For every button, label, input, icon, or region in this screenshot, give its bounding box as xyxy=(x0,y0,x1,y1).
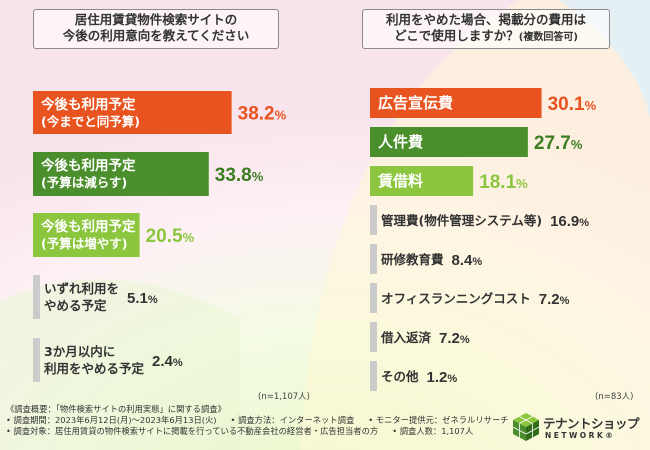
right-category-label-8: その他 xyxy=(381,369,419,384)
left-title-line2: 今後の利用意向を教えてください xyxy=(62,28,250,43)
right-value-label-7: 7.2% xyxy=(439,330,470,347)
right-title-line1: 利用をやめた場合、掲載分の費用は xyxy=(385,12,586,27)
right-value-label-5: 8.4% xyxy=(452,252,483,269)
right-value-label-2: 27.7% xyxy=(534,133,583,154)
left-bar-2 xyxy=(33,152,209,196)
right-value-label-4: 16.9% xyxy=(550,213,589,230)
footer-method: • 調査方法：インターネット調査 xyxy=(230,415,355,425)
left-category-label-3-line1: 今後も利用予定 xyxy=(41,218,136,235)
right-bar-7 xyxy=(370,322,377,352)
right-title-note: (複数回答可) xyxy=(518,32,578,43)
right-chart-title: 利用をやめた場合、掲載分の費用は どこで使用しますか？(複数回答可) xyxy=(362,9,610,49)
left-sample-size: (n=1,107人) xyxy=(258,392,310,402)
footer-line1: 《調査概要：「物件検索サイトの利用実態」に関する調査》 xyxy=(6,404,226,414)
right-bar-8 xyxy=(370,361,377,391)
right-category-label-3: 賃借料 xyxy=(377,172,423,190)
right-category-label-7: 借入返済 xyxy=(380,330,432,345)
right-value-label-6: 7.2% xyxy=(539,291,570,308)
footer-monitor: • モニター提供元：ゼネラルリサーチ xyxy=(368,415,509,425)
left-category-label-5-line1: 3か月以内に xyxy=(44,344,115,359)
left-value-label-5: 2.4% xyxy=(152,353,183,370)
left-category-label-4-line1: いずれ利用を xyxy=(44,281,119,296)
left-value-label-4: 5.1% xyxy=(127,290,158,307)
right-bar-1 xyxy=(370,88,542,118)
left-category-label-1-line2: (今までと同予算) xyxy=(41,114,140,129)
left-title-line1: 居住用賃貸物件検索サイトの xyxy=(74,12,238,27)
right-bar-6 xyxy=(370,283,377,313)
right-category-label-5: 研修教育費 xyxy=(381,252,444,267)
left-category-label-1-line1: 今後も利用予定 xyxy=(41,96,136,113)
footer-target: • 調査対象：居住用賃貸の物件検索サイトに掲載を行っている不動産会社の経営者・広… xyxy=(6,426,379,436)
right-bar-4 xyxy=(370,205,377,235)
left-value-label-3: 20.5% xyxy=(146,226,195,247)
footer-count: • 調査人数：1,107人 xyxy=(392,426,474,436)
left-category-label-5-line2: 利用をやめる予定 xyxy=(44,361,145,376)
logo-subtext: NETWORK® xyxy=(545,431,616,440)
left-bar-5 xyxy=(33,338,40,382)
left-category-label-2-line1: 今後も利用予定 xyxy=(41,157,136,174)
left-value-label-1: 38.2% xyxy=(238,104,287,125)
left-category-label-4-line2: やめる予定 xyxy=(44,298,107,313)
right-bar-3 xyxy=(370,166,474,196)
left-bar-3 xyxy=(33,213,140,257)
logo-text: テナントショップ xyxy=(543,416,640,431)
right-bar-2 xyxy=(370,127,528,157)
right-value-label-3: 18.1% xyxy=(479,172,528,193)
tenant-shop-network-logo: テナントショップ NETWORK® xyxy=(512,412,644,444)
survey-overview: 《調査概要：「物件検索サイトの利用実態」に関する調査》 • 調査期間：2023年… xyxy=(6,404,509,437)
right-category-label-1: 広告宣伝費 xyxy=(378,94,453,112)
left-category-label-2-line2: (予算は減らす) xyxy=(41,175,127,190)
right-value-label-8: 1.2% xyxy=(427,369,458,386)
footer-period: • 調査期間：2023年6月12日(月)～2023年6月13日(火) xyxy=(6,415,217,425)
left-category-label-3-line2: (予算は増やす) xyxy=(41,236,127,251)
right-category-label-6: オフィスランニングコスト xyxy=(381,291,531,306)
right-bar-5 xyxy=(370,244,377,274)
right-category-label-4: 管理費(物件管理システム等) xyxy=(381,213,542,228)
left-chart-title: 居住用賃貸物件検索サイトの 今後の利用意向を教えてください xyxy=(33,9,279,49)
right-sample-size: (n=83人) xyxy=(595,392,634,402)
right-value-label-1: 30.1% xyxy=(548,94,597,115)
left-bar-4 xyxy=(33,275,40,319)
right-title-line2: どこで使用しますか？ xyxy=(394,28,519,43)
left-value-label-2: 33.8% xyxy=(215,165,264,186)
left-bar-1 xyxy=(33,91,232,134)
logo-cube-icon xyxy=(512,413,540,441)
right-category-label-2: 人件費 xyxy=(378,133,423,151)
